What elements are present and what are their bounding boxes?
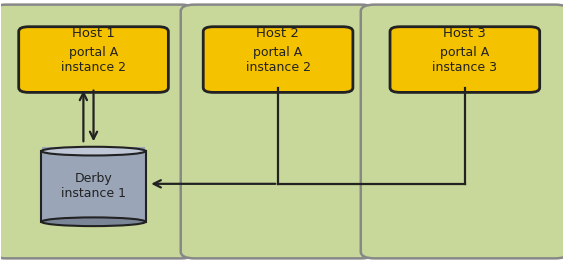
Text: portal A
instance 3: portal A instance 3 xyxy=(433,45,497,74)
FancyBboxPatch shape xyxy=(203,27,353,92)
Text: Host 2: Host 2 xyxy=(257,27,299,40)
Text: Host 3: Host 3 xyxy=(443,27,486,40)
Ellipse shape xyxy=(42,218,146,226)
Bar xyxy=(42,146,145,151)
Bar xyxy=(42,151,146,222)
FancyBboxPatch shape xyxy=(390,27,540,92)
FancyBboxPatch shape xyxy=(361,5,564,258)
FancyBboxPatch shape xyxy=(180,5,375,258)
Ellipse shape xyxy=(42,147,146,155)
Text: Derby
instance 1: Derby instance 1 xyxy=(61,173,126,200)
Text: portal A
instance 2: portal A instance 2 xyxy=(61,45,126,74)
FancyBboxPatch shape xyxy=(19,27,168,92)
FancyBboxPatch shape xyxy=(0,5,195,258)
Text: Host 1: Host 1 xyxy=(72,27,115,40)
Text: portal A
instance 2: portal A instance 2 xyxy=(245,45,311,74)
